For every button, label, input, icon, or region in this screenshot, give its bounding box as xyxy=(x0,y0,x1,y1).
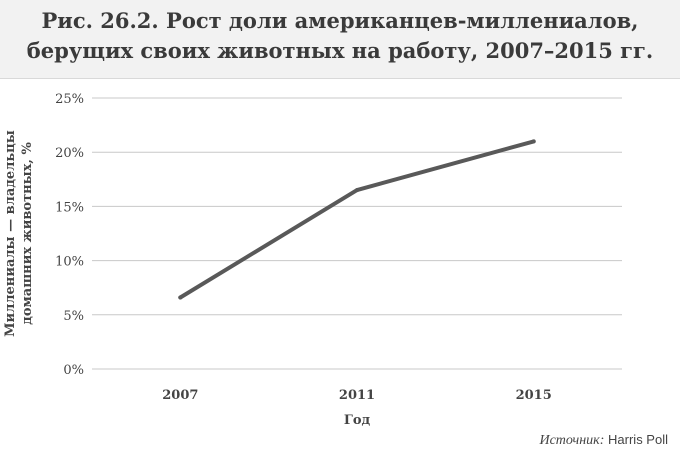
data-point xyxy=(531,139,536,144)
y-tick-label: 15% xyxy=(55,200,84,215)
y-tick-label: 0% xyxy=(63,363,84,378)
y-axis-label-line-1: Миллениалы — владельцы xyxy=(3,130,18,337)
y-axis-label-line-2: домашних животных, % xyxy=(20,142,35,325)
x-tick-label: 2007 xyxy=(162,388,198,403)
chart-title-line-2: берущих своих животных на работу, 2007–2… xyxy=(26,38,654,63)
source-label: Источник: xyxy=(539,433,605,448)
source-value: Harris Poll xyxy=(608,432,668,447)
y-tick-label: 10% xyxy=(55,255,84,270)
x-tick-label: 2011 xyxy=(339,388,375,403)
data-point xyxy=(178,295,183,300)
data-point xyxy=(355,188,359,193)
y-tick-label: 5% xyxy=(63,309,84,324)
chart-title-line-1: Рис. 26.2. Рост доли американцев-миллени… xyxy=(41,8,639,33)
source-note: Источник: Harris Poll xyxy=(539,432,668,449)
x-tick-label: 2015 xyxy=(516,388,552,403)
y-tick-label: 20% xyxy=(55,146,84,161)
chart-title: Рис. 26.2. Рост доли американцев-миллени… xyxy=(0,6,680,66)
y-tick-label: 25% xyxy=(55,92,84,107)
title-banner: Рис. 26.2. Рост доли американцев-миллени… xyxy=(0,0,680,79)
series-line xyxy=(178,139,536,300)
x-axis-label: Год xyxy=(344,413,371,428)
